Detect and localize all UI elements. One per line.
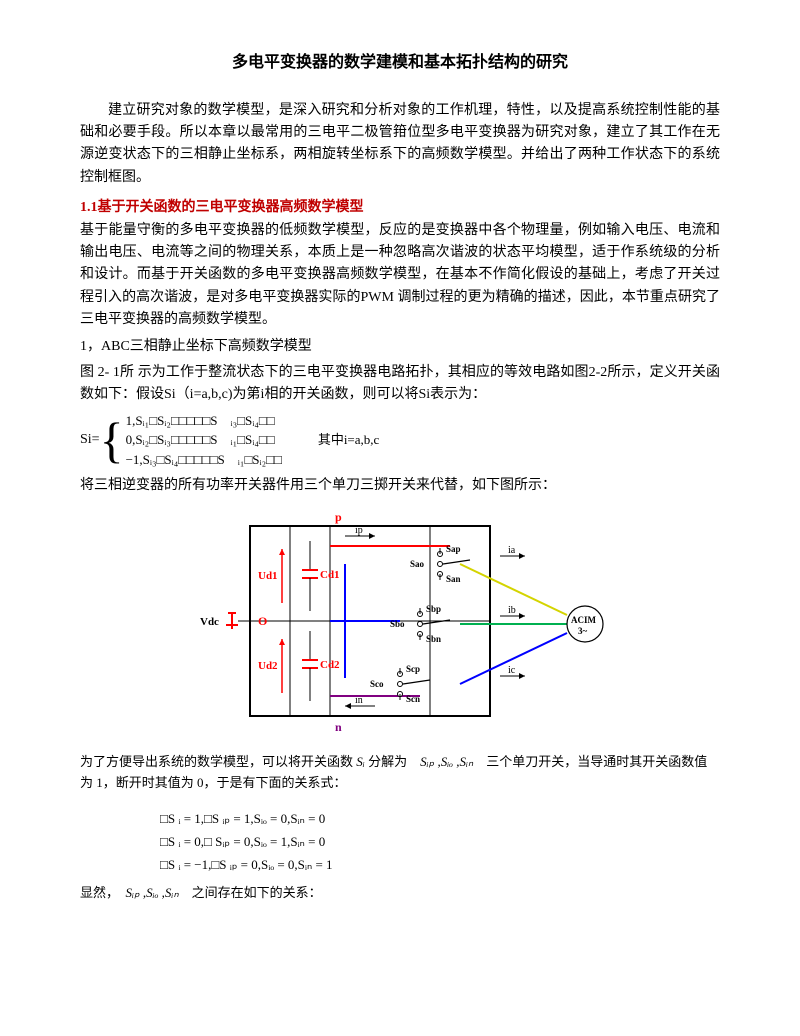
svg-text:p: p (335, 510, 342, 524)
svg-text:Vdc: Vdc (200, 616, 219, 628)
svg-text:San: San (446, 574, 461, 584)
section-heading-1-1: 1.1基于开关函数的三电平变换器高频数学模型 (80, 197, 720, 219)
left-brace-icon: { (100, 415, 124, 465)
svg-text:Sao: Sao (410, 559, 425, 569)
svg-text:Sbn: Sbn (426, 634, 441, 644)
eq1-note: 其中i=a,b,c (318, 432, 379, 447)
svg-text:O: O (258, 614, 267, 628)
svg-text:n: n (335, 720, 342, 734)
equation-si-definition: Si= { 1,Sᵢ₁□Sᵢ₂□□□□□S ᵢ₃□Sᵢ₄□□ 0,Sᵢ₂□Sᵢ₃… (80, 411, 720, 470)
svg-text:ip: ip (355, 525, 363, 536)
eq2-line1: □S ᵢ = 1,□S ᵢₚ = 1,Sᵢₒ = 0,Sᵢₙ = 0 (160, 807, 720, 830)
eq2-line2: □S ᵢ = 0,□ Sᵢₚ = 0,Sᵢₒ = 1,Sᵢₙ = 0 (160, 830, 720, 853)
svg-text:ACIM: ACIM (571, 615, 597, 625)
section1-subhead: 1，ABC三相静止坐标下高频数学模型 (80, 336, 720, 358)
page-title: 多电平变换器的数学建模和基本拓扑结构的研究 (80, 50, 720, 76)
eq1-line3: −1,Sᵢ₃□Sᵢ₄□□□□□S ᵢ₁□Sᵢ₂□□ (126, 450, 380, 470)
svg-text:3~: 3~ (578, 626, 588, 636)
section1-body-1: 基于能量守衡的多电平变换器的低频数学模型，反应的是变换器中各个物理量，例如输入电… (80, 220, 720, 332)
eq1-line2: 0,Sᵢ₂□Sᵢ₃□□□□□S ᵢ₁□Sᵢ₄□□ (126, 432, 275, 447)
equation-set-2: □S ᵢ = 1,□S ᵢₚ = 1,Sᵢₒ = 0,Sᵢₙ = 0 □S ᵢ … (160, 807, 720, 877)
svg-text:Sap: Sap (446, 544, 461, 554)
section1-body-3: 将三相逆变器的所有功率开关器件用三个单刀三掷开关来代替，如下图所示： (80, 475, 720, 497)
eq-prefix: Si= (80, 429, 100, 451)
svg-text:Ud2: Ud2 (258, 660, 278, 672)
intro-paragraph: 建立研究对象的数学模型，是深入研究和分析对象的工作机理，特性，以及提高系统控制性… (80, 100, 720, 190)
section1-body-2: 图 2- 1所 示为工作于整流状态下的三电平变换器电路拓扑，其相应的等效电路如图… (80, 362, 720, 407)
svg-text:ia: ia (508, 545, 516, 556)
svg-text:Scp: Scp (406, 664, 420, 674)
svg-text:Sbp: Sbp (426, 604, 441, 614)
circuit-diagram: VdcOpnipinCd1Ud1Cd2Ud2SapSaoSanSbpSboSbn… (80, 506, 720, 744)
svg-text:Ud1: Ud1 (258, 570, 278, 582)
svg-text:Cd1: Cd1 (320, 569, 340, 581)
svg-text:Cd2: Cd2 (320, 659, 340, 671)
svg-text:Scn: Scn (406, 694, 420, 704)
svg-text:Sbo: Sbo (390, 619, 405, 629)
after-diagram-paragraph: 为了方便导出系统的数学模型，可以将开关函数 Sᵢ 分解为 Sᵢₚ ,Sᵢₒ ,S… (80, 752, 720, 794)
svg-text:ic: ic (508, 665, 516, 676)
final-paragraph: 显然， Sᵢₚ ,Sᵢₒ ,Sᵢₙ 之间存在如下的关系： (80, 883, 720, 904)
eq1-line1: 1,Sᵢ₁□Sᵢ₂□□□□□S ᵢ₃□Sᵢ₄□□ (126, 411, 380, 431)
eq2-line3: □S ᵢ = −1,□S ᵢₚ = 0,Sᵢₒ = 0,Sᵢₙ = 1 (160, 853, 720, 876)
svg-text:Sco: Sco (370, 679, 384, 689)
svg-text:ib: ib (508, 605, 516, 616)
